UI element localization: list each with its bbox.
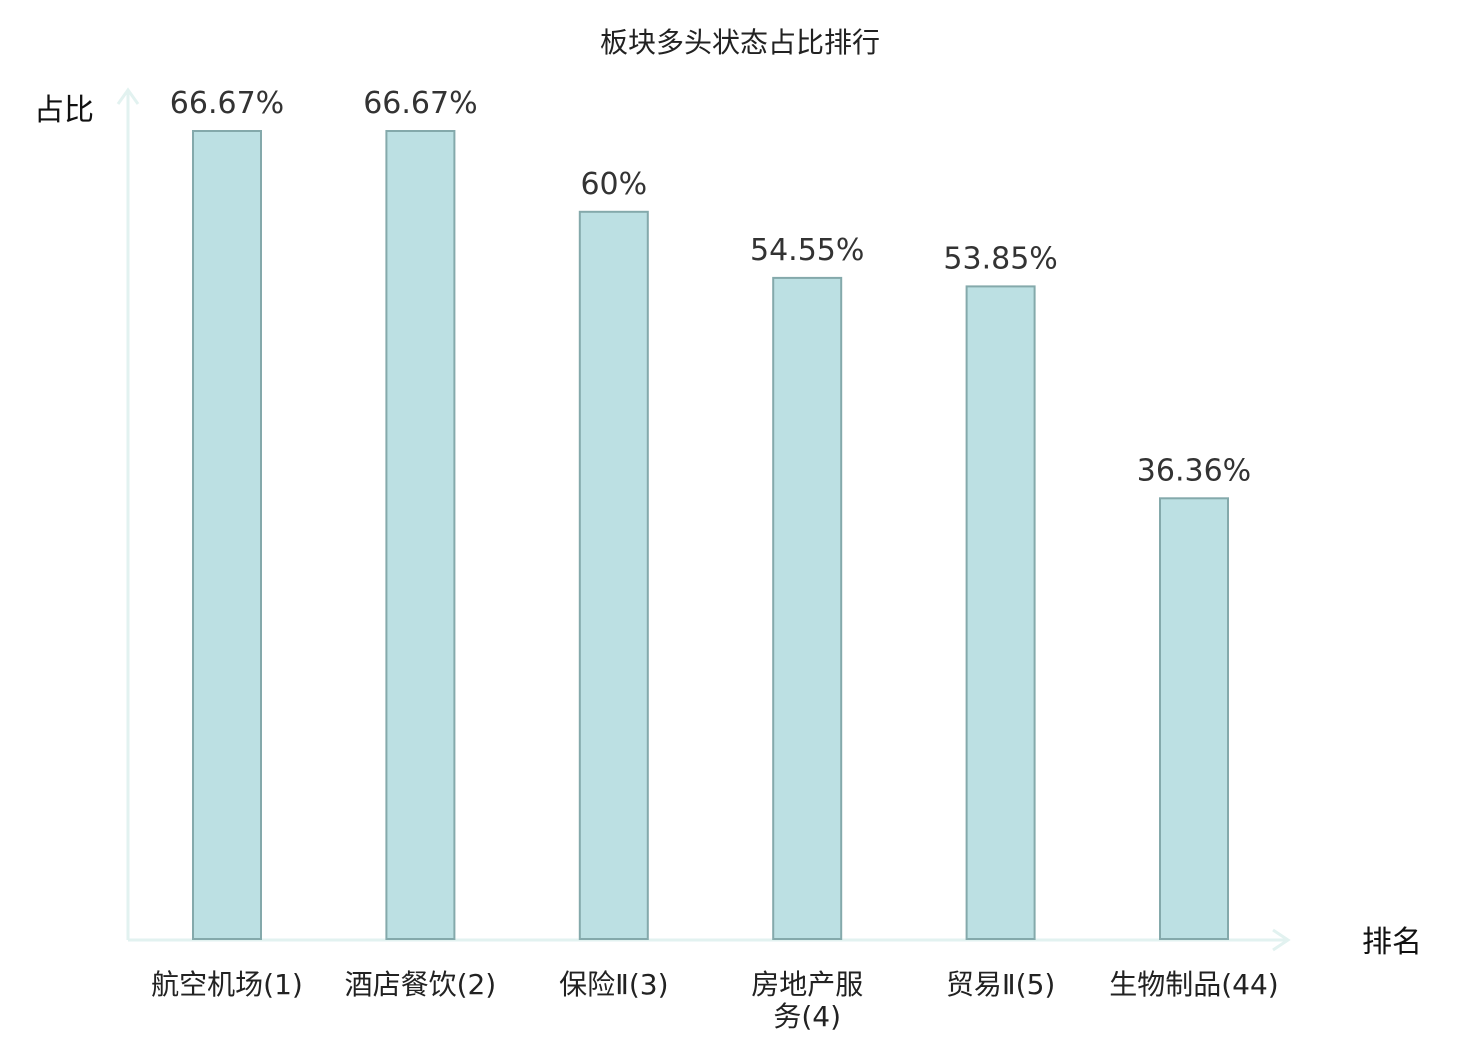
y-axis-label: 占比 xyxy=(34,93,94,128)
value-label-4: 54.55% xyxy=(750,233,864,268)
category-label-3: 保险Ⅱ(3) xyxy=(559,968,668,1001)
x-axis-label: 排名 xyxy=(1362,925,1422,960)
category-label-line: 务(4) xyxy=(773,1000,841,1033)
value-labels-group: 66.67% 66.67% 60% 54.55% 53.85% 36.36% xyxy=(170,86,1251,488)
category-label-line: 生物制品(44) xyxy=(1109,968,1278,1001)
category-label-line: 房地产服 xyxy=(751,968,863,1001)
category-label-line: 航空机场(1) xyxy=(151,968,303,1001)
bars-group xyxy=(192,130,1229,941)
category-label-line: 酒店餐饮(2) xyxy=(345,968,497,1001)
value-label-5: 53.85% xyxy=(943,241,1057,276)
bar-5 xyxy=(965,285,1036,940)
value-label-6: 36.36% xyxy=(1137,453,1251,488)
value-label-3: 60% xyxy=(580,167,647,202)
category-labels-group: 航空机场(1) 酒店餐饮(2) 保险Ⅱ(3) 房地产服务(4) 贸易Ⅱ(5) 生物制品(4… xyxy=(151,968,1279,1033)
category-label-line: 保险Ⅱ(3) xyxy=(559,968,668,1001)
category-label-2: 酒店餐饮(2) xyxy=(345,968,497,1001)
bar-6 xyxy=(1159,497,1229,940)
category-label-6: 生物制品(44) xyxy=(1109,968,1278,1001)
category-label-line: 贸易Ⅱ(5) xyxy=(946,968,1055,1001)
x-axis-arrow-icon xyxy=(1272,928,1291,952)
bar-4 xyxy=(772,276,843,940)
bar-3 xyxy=(578,210,649,941)
value-label-1: 66.67% xyxy=(170,86,284,121)
y-axis-arrow-icon xyxy=(116,87,140,105)
value-label-2: 66.67% xyxy=(363,86,477,121)
bar-1 xyxy=(192,130,262,940)
category-label-4: 房地产服务(4) xyxy=(751,968,863,1033)
category-label-5: 贸易Ⅱ(5) xyxy=(946,968,1055,1001)
category-label-1: 航空机场(1) xyxy=(151,968,303,1001)
chart-title: 板块多头状态占比排行 xyxy=(600,26,880,59)
bar-2 xyxy=(385,130,456,940)
